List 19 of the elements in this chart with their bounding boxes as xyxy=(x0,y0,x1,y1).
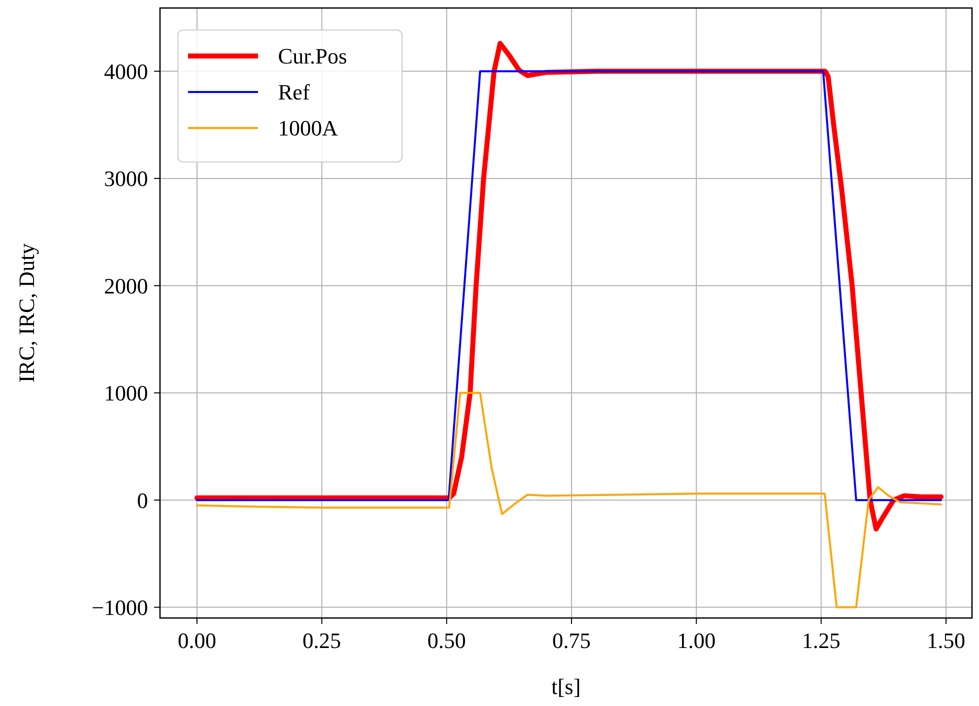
x-tick-label: 0.25 xyxy=(302,628,342,653)
x-tick-label: 0.75 xyxy=(552,628,591,653)
legend-label: Cur.Pos xyxy=(278,44,348,69)
x-tick-label: 0.00 xyxy=(178,628,216,653)
x-axis-title: t[s] xyxy=(551,674,581,699)
y-tick-label: 4000 xyxy=(104,58,148,84)
line-series xyxy=(196,392,942,608)
y-tick-label: −1000 xyxy=(92,594,148,620)
y-axis-title: IRC, IRC, Duty xyxy=(14,243,39,383)
legend-label: Ref xyxy=(278,80,310,105)
x-tick-label: 1.25 xyxy=(802,628,840,653)
legend-label: 1000A xyxy=(278,116,338,141)
y-tick-label: 3000 xyxy=(104,166,148,192)
y-tick-label: 2000 xyxy=(104,273,148,298)
x-tick-label: 1.50 xyxy=(926,628,966,653)
y-tick-label: 1000 xyxy=(104,380,148,406)
y-tick-label: 0 xyxy=(137,488,148,513)
x-tick-label: 1.00 xyxy=(677,628,716,653)
x-tick-label: 0.50 xyxy=(427,628,466,653)
